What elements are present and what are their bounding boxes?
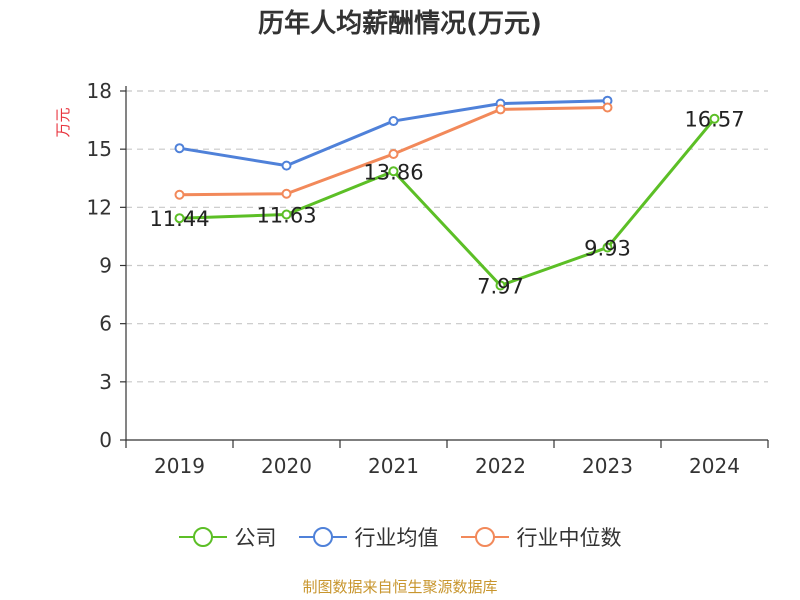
y-tick-label: 15 [87,137,112,161]
source-note: 制图数据来自恒生聚源数据库 [302,578,498,596]
data-point [495,104,506,115]
data-label: 9.93 [584,236,631,260]
x-tick-label: 2020 [261,454,312,478]
series-1 [174,95,613,171]
x-tick-label: 2022 [475,454,526,478]
data-point [495,280,506,291]
data-point [174,189,185,200]
legend-item-industry-median[interactable]: 行业中位数 [460,522,622,552]
legend-item-company[interactable]: 公司 [178,522,277,552]
data-point [388,166,399,177]
series-2 [174,102,613,200]
legend-circle [474,527,495,547]
y-tick-label: 12 [87,195,112,219]
x-tick-label: 2021 [368,454,419,478]
data-label: 11.63 [256,204,316,228]
data-point [388,116,399,127]
legend-marker-industry-mean [298,527,347,547]
legend-marker-company [178,527,227,547]
series-0 [174,113,720,291]
y-tick-label: 3 [99,370,112,394]
data-point [388,149,399,160]
data-point [281,188,292,199]
x-tick-label: 2024 [689,454,740,478]
data-point [281,160,292,171]
legend-item-industry-mean[interactable]: 行业均值 [298,522,439,552]
data-point [174,143,185,154]
y-tick-label: 18 [87,79,112,103]
legend: 公司 行业均值 行业中位数 [0,520,800,554]
series-line [179,117,716,287]
y-tick-label: 6 [99,312,112,336]
data-label: 11.44 [149,207,209,231]
data-label: 16.57 [684,108,744,132]
legend-circle [192,527,213,547]
y-tick-label: 9 [99,254,112,278]
legend-label-industry-median: 行业中位数 [516,526,622,550]
legend-circle [312,527,333,547]
x-tick-label: 2019 [154,454,205,478]
data-label: 7.97 [477,274,524,298]
legend-marker-industry-median [460,527,509,547]
chart-title: 历年人均薪酬情况(万元) [258,9,542,39]
legend-label-industry-mean: 行业均值 [354,526,439,550]
x-tick-label: 2023 [582,454,633,478]
y-tick-label: 0 [99,428,112,452]
data-point [602,102,613,113]
data-point [174,213,185,224]
legend-label-company: 公司 [234,526,277,550]
y-axis-label: 万元 [54,107,72,137]
data-label: 13.86 [363,160,423,184]
data-point [709,113,720,124]
data-point [281,209,292,220]
data-point [602,242,613,253]
